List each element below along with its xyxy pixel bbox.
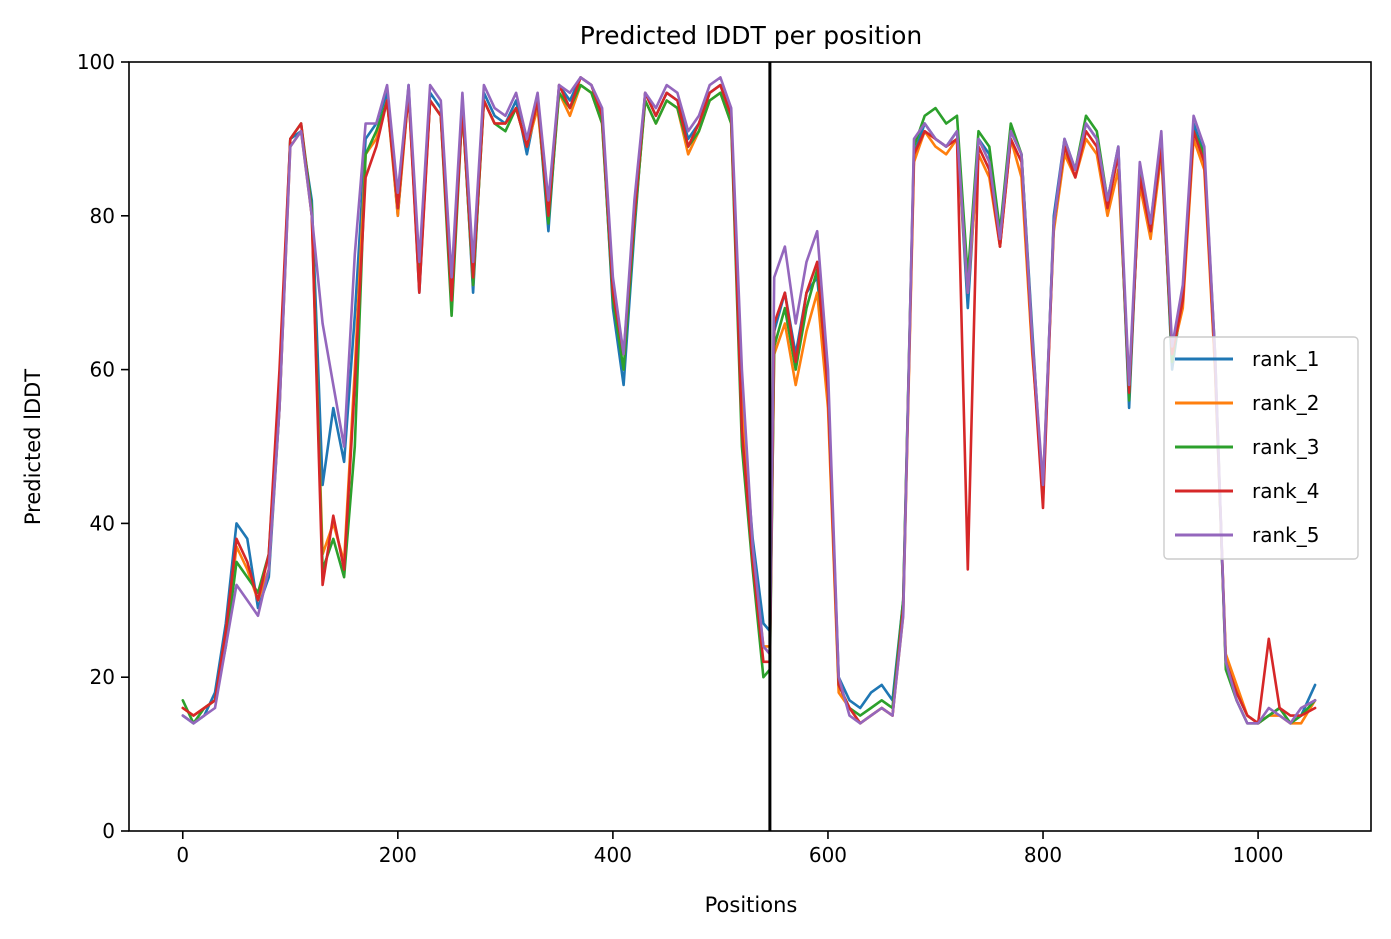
y-tick-label: 20 (90, 665, 115, 689)
legend-label-rank-1: rank_1 (1252, 347, 1319, 371)
plot-area (181, 62, 1317, 831)
y-tick-label: 40 (90, 511, 115, 535)
legend-label-rank-5: rank_5 (1252, 523, 1319, 547)
legend: rank_1 rank_2 rank_3 rank_4 rank_5 (1163, 336, 1359, 560)
y-tick-label: 80 (90, 204, 115, 228)
chart-title: Predicted lDDT per position (580, 21, 922, 50)
legend-label-rank-3: rank_3 (1252, 435, 1319, 459)
x-axis-label: Positions (705, 893, 798, 917)
x-tick-label: 1000 (1233, 843, 1284, 867)
legend-box (1163, 336, 1359, 560)
x-tick-label: 0 (176, 843, 189, 867)
x-tick-label: 400 (594, 843, 632, 867)
x-axis: 0 200 400 600 800 1000 (176, 831, 1284, 867)
y-axis: 0 20 40 60 80 100 (77, 50, 129, 843)
axes-frame (128, 61, 1372, 832)
y-tick-label: 0 (102, 819, 115, 843)
x-tick-label: 600 (809, 843, 847, 867)
series-line-rank-5 (181, 76, 1317, 725)
y-tick-label: 60 (90, 358, 115, 382)
legend-label-rank-2: rank_2 (1252, 391, 1319, 415)
legend-label-rank-4: rank_4 (1252, 479, 1319, 503)
x-tick-label: 800 (1024, 843, 1062, 867)
y-axis-label: Predicted lDDT (21, 369, 45, 525)
x-tick-label: 200 (379, 843, 417, 867)
y-tick-label: 100 (77, 50, 115, 74)
